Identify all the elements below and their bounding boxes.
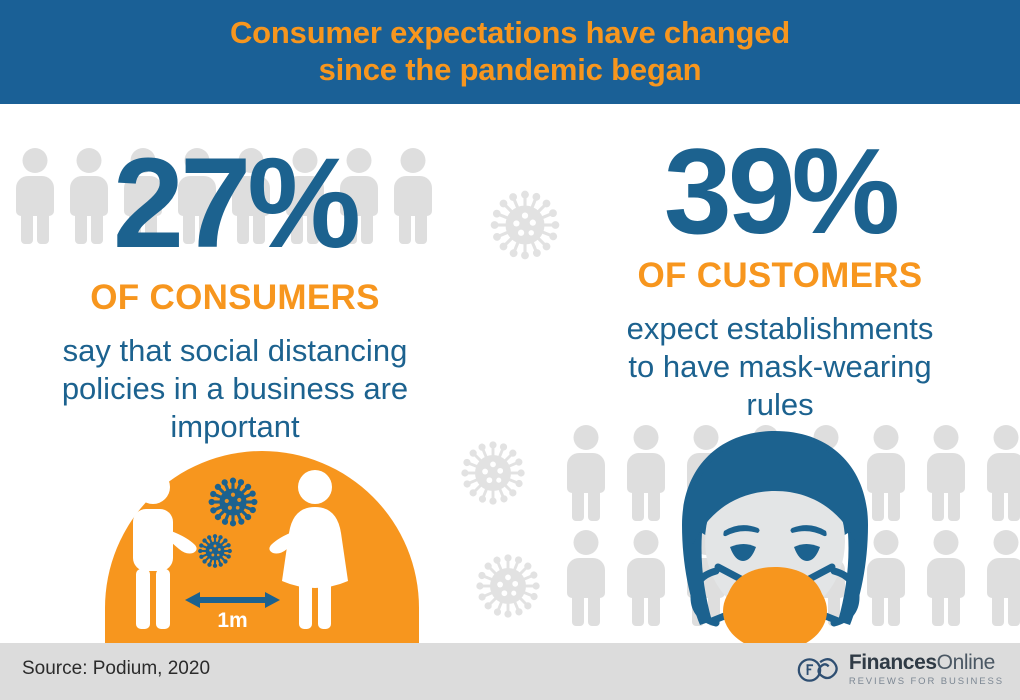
person-icon bbox=[866, 530, 906, 626]
mask-illustration bbox=[660, 425, 890, 651]
social-distancing-illustration: 1m bbox=[105, 451, 419, 700]
header-bar: Consumer expectations have changed since… bbox=[0, 0, 1020, 104]
person-icon bbox=[69, 148, 109, 244]
person-icon bbox=[123, 148, 163, 244]
footer-bar bbox=[0, 643, 1020, 700]
people-crowd-left bbox=[15, 148, 447, 244]
virus-icon bbox=[208, 477, 258, 527]
person-icon bbox=[566, 425, 606, 521]
person-icon bbox=[626, 425, 666, 521]
stat-label-customers: OF CUSTOMERS bbox=[637, 256, 923, 295]
person-icon bbox=[926, 425, 966, 521]
logo-text: FinancesOnline REVIEWS FOR BUSINESS bbox=[849, 652, 1004, 687]
person-icon bbox=[986, 530, 1020, 626]
masked-person-icon bbox=[682, 431, 868, 651]
female-figure-icon bbox=[269, 470, 348, 629]
stat-description-customers: expect establishments to have mask-weari… bbox=[626, 311, 934, 422]
logo-title: FinancesOnline bbox=[849, 652, 1004, 673]
stat-block-consumers: 27% OF CONSUMERS say that social distanc… bbox=[0, 140, 470, 445]
virus-icon bbox=[490, 190, 560, 260]
financesonline-logo[interactable]: FinancesOnline REVIEWS FOR BUSINESS bbox=[796, 652, 1004, 687]
virus-icon bbox=[198, 534, 232, 568]
person-icon bbox=[339, 148, 379, 244]
stat-description-consumers: say that social distancing policies in a… bbox=[61, 333, 409, 444]
person-icon bbox=[231, 148, 271, 244]
logo-tagline: REVIEWS FOR BUSINESS bbox=[848, 676, 1004, 687]
person-icon bbox=[15, 148, 55, 244]
person-icon bbox=[866, 425, 906, 521]
logo-name-bold: Finances bbox=[848, 651, 937, 674]
stat-number-27: 27% bbox=[112, 132, 361, 275]
stat-block-customers: 39% OF CUSTOMERS expect establishments t… bbox=[545, 130, 1015, 423]
stat-label-consumers: OF CONSUMERS bbox=[90, 278, 380, 317]
source-text: Source: Podium, 2020 bbox=[22, 658, 211, 679]
person-icon bbox=[393, 148, 433, 244]
page-title: Consumer expectations have changed since… bbox=[230, 15, 790, 87]
person-icon bbox=[285, 148, 325, 244]
person-icon bbox=[926, 530, 966, 626]
virus-icon bbox=[476, 554, 540, 618]
stat-number-39: 39% bbox=[663, 123, 900, 259]
virus-icon bbox=[461, 441, 525, 505]
male-figure-icon bbox=[133, 470, 197, 629]
person-icon bbox=[177, 148, 217, 244]
person-icon bbox=[566, 530, 606, 626]
distance-arrow-icon bbox=[185, 592, 280, 608]
logo-mark-icon bbox=[797, 657, 838, 682]
distance-label: 1m bbox=[217, 609, 248, 632]
person-icon bbox=[986, 425, 1020, 521]
person-icon bbox=[626, 530, 666, 626]
logo-name-light: Online bbox=[936, 651, 996, 674]
